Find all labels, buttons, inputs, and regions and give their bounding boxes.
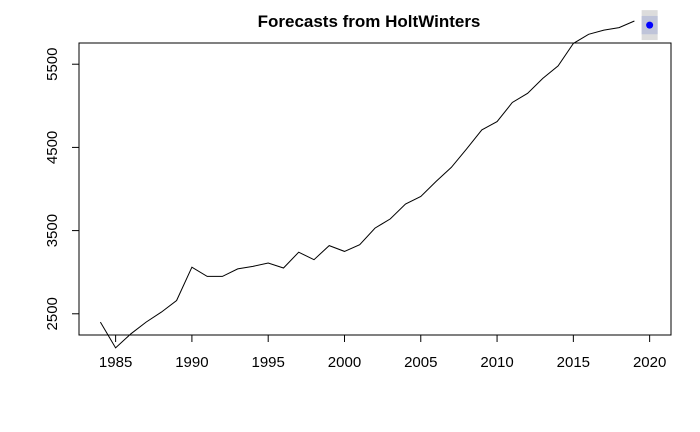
y-tick-label: 2500 bbox=[44, 297, 61, 330]
y-axis: 2500 3500 4500 5500 bbox=[44, 48, 80, 330]
x-tick-label: 2005 bbox=[404, 354, 437, 371]
series-line bbox=[99, 20, 635, 349]
plot-area bbox=[99, 10, 658, 349]
y-tick-label: 4500 bbox=[44, 131, 61, 164]
x-tick-label: 1995 bbox=[252, 354, 285, 371]
plot-frame bbox=[78, 42, 672, 336]
chart-title: Forecasts from HoltWinters bbox=[258, 12, 481, 31]
x-tick-label: 2010 bbox=[480, 354, 513, 371]
forecast-point bbox=[646, 21, 654, 29]
y-tick-label: 3500 bbox=[44, 214, 61, 247]
x-tick-label: 1990 bbox=[175, 354, 208, 371]
x-tick-label: 2000 bbox=[328, 354, 361, 371]
x-tick-label: 2020 bbox=[633, 354, 666, 371]
x-tick-label: 1985 bbox=[99, 354, 132, 371]
x-axis: 1985 1990 1995 2000 2005 2010 2015 2020 bbox=[99, 334, 666, 371]
y-tick-label: 5500 bbox=[44, 48, 61, 81]
x-tick-label: 2015 bbox=[557, 354, 590, 371]
